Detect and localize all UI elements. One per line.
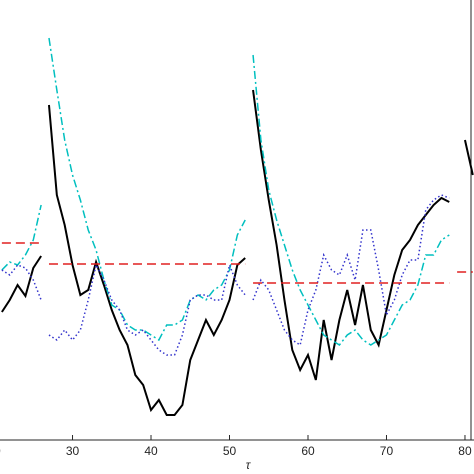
- series-line: [463, 139, 474, 176]
- x-tick-label: 40: [144, 444, 158, 458]
- x-tick-label: 80: [458, 444, 472, 458]
- series-line: [47, 104, 246, 416]
- x-tick-label: 70: [380, 444, 394, 458]
- series-line: [252, 194, 450, 347]
- x-axis-label: τ: [246, 458, 252, 472]
- series-line: [252, 89, 450, 381]
- series-line: [1, 204, 42, 271]
- series-line: [48, 262, 246, 356]
- x-tick-label: 20: [0, 444, 1, 458]
- series-line: [252, 54, 450, 346]
- x-tick-label: 50: [223, 444, 237, 458]
- series-line: [48, 37, 246, 342]
- series-line: [1, 255, 42, 313]
- x-tick-label: 30: [66, 444, 80, 458]
- series-line: [1, 264, 42, 301]
- x-tick-label: 60: [301, 444, 315, 458]
